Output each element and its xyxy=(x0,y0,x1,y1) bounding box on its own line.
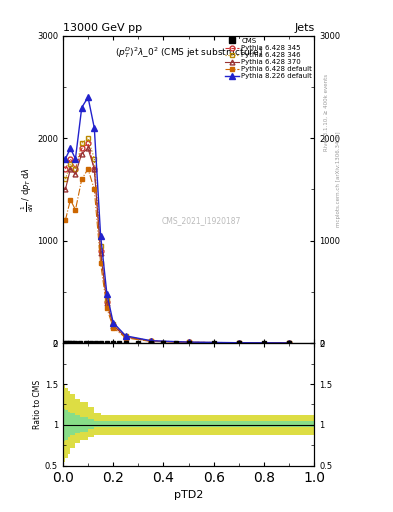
Text: Rivet 3.1.10, ≥ 400k events: Rivet 3.1.10, ≥ 400k events xyxy=(324,74,329,151)
Text: 13000 GeV pp: 13000 GeV pp xyxy=(63,23,142,33)
Text: CMS_2021_I1920187: CMS_2021_I1920187 xyxy=(162,216,241,225)
Legend: CMS, Pythia 6.428 345, Pythia 6.428 346, Pythia 6.428 370, Pythia 6.428 default,: CMS, Pythia 6.428 345, Pythia 6.428 346,… xyxy=(224,37,313,80)
Text: Jets: Jets xyxy=(294,23,314,33)
Text: mcplots.cern.ch [arXiv:1306.3436]: mcplots.cern.ch [arXiv:1306.3436] xyxy=(336,132,341,227)
Y-axis label: $\frac{1}{\mathrm{d}N}$ / $\mathrm{d}p_T\,\mathrm{d}\lambda$: $\frac{1}{\mathrm{d}N}$ / $\mathrm{d}p_T… xyxy=(19,167,35,211)
Text: $(p_T^D)^2\lambda\_0^2$ (CMS jet substructure): $(p_T^D)^2\lambda\_0^2$ (CMS jet substru… xyxy=(115,45,263,60)
Y-axis label: Ratio to CMS: Ratio to CMS xyxy=(33,380,42,429)
X-axis label: pTD2: pTD2 xyxy=(174,490,203,500)
